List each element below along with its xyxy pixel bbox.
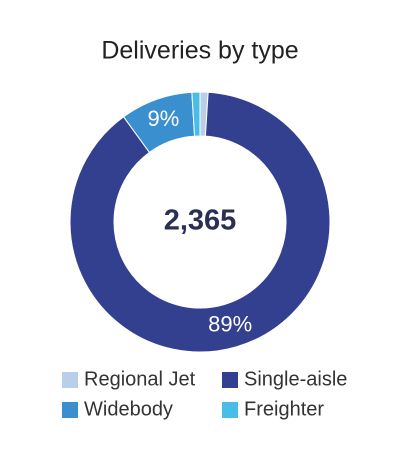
- legend-swatch: [62, 372, 78, 388]
- legend-swatch: [62, 402, 78, 418]
- donut-slice: [191, 91, 201, 137]
- legend-label: Single-aisle: [244, 368, 347, 390]
- donut-slice: [69, 91, 331, 353]
- legend-label: Regional Jet: [84, 368, 196, 390]
- legend-label: Freighter: [244, 398, 324, 420]
- legend-label: Widebody: [84, 398, 173, 420]
- chart-title: Deliveries by type: [101, 37, 298, 65]
- legend-swatch: [222, 402, 238, 418]
- center-total: 2,365: [164, 205, 237, 237]
- slice-label: 9%: [148, 106, 180, 131]
- slice-label: 89%: [208, 312, 252, 337]
- legend-swatch: [222, 372, 238, 388]
